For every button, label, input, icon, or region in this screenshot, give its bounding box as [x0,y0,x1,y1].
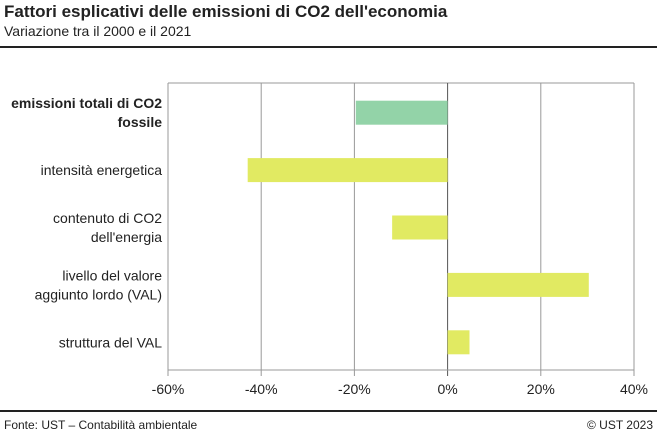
x-tick-label: -40% [245,381,278,397]
source-note: Fonte: UST – Contabilità ambientale [4,418,198,432]
bar [392,215,448,240]
category-label: aggiunto lordo (VAL) [35,286,162,302]
x-tick-label: -60% [152,381,185,397]
bar [447,272,589,297]
category-label: fossile [118,114,163,130]
chart-title: Fattori esplicativi delle emissioni di C… [4,2,448,21]
copyright: © UST 2023 [587,418,653,432]
bar [355,100,448,125]
bottom-divider [0,410,657,412]
top-divider [0,46,657,48]
category-label: livello del valore [62,267,162,283]
x-tick-label: 40% [620,381,648,397]
category-label: intensità energetica [41,162,163,178]
category-label: struttura del VAL [59,334,162,350]
bar [247,158,448,183]
category-label: contenuto di CO2 [53,210,162,226]
category-label: dell'energia [91,229,162,245]
category-label: emissioni totali di CO2 [11,95,162,111]
chart-subtitle: Variazione tra il 2000 e il 2021 [4,23,192,39]
x-tick-label: 0% [437,381,457,397]
bar [447,330,470,355]
x-tick-label: -20% [338,381,371,397]
x-tick-label: 20% [527,381,555,397]
